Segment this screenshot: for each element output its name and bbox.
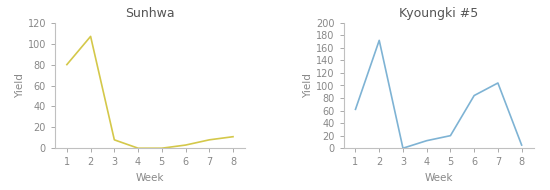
Y-axis label: Yield: Yield — [15, 73, 25, 98]
Title: Kyoungki #5: Kyoungki #5 — [399, 7, 478, 20]
Title: Sunhwa: Sunhwa — [125, 7, 175, 20]
X-axis label: Week: Week — [424, 173, 453, 183]
X-axis label: Week: Week — [136, 173, 164, 183]
Y-axis label: Yield: Yield — [303, 73, 313, 98]
